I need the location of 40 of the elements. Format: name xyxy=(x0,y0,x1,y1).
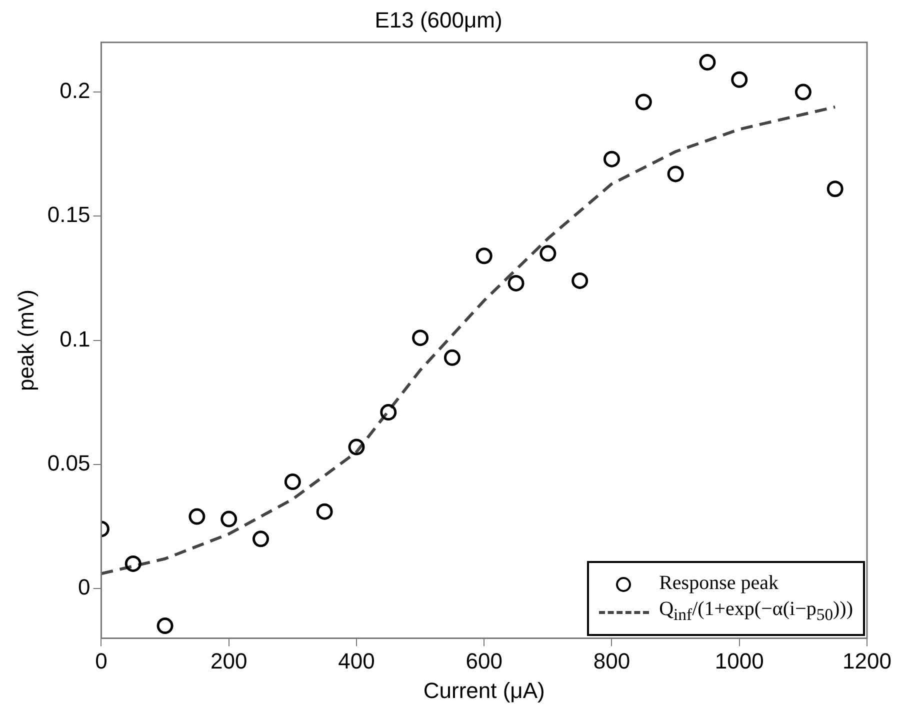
point xyxy=(572,272,588,289)
point xyxy=(667,166,684,182)
point xyxy=(699,54,716,71)
point xyxy=(412,330,429,346)
legend-label: Response peak xyxy=(659,572,779,596)
point xyxy=(540,245,556,262)
point xyxy=(826,180,844,198)
point xyxy=(380,404,397,421)
y-tick-label: 0.2 xyxy=(60,78,90,104)
point xyxy=(794,84,812,100)
x-tick-label: 800 xyxy=(593,648,630,674)
point xyxy=(188,508,206,525)
point xyxy=(508,274,524,292)
y-tick-label: 0 xyxy=(78,574,90,600)
point xyxy=(316,503,333,520)
x-tick-label: 600 xyxy=(466,648,502,674)
point xyxy=(444,349,460,366)
x-tick-label: 200 xyxy=(210,648,248,674)
point xyxy=(476,248,492,264)
point xyxy=(635,94,652,110)
point xyxy=(252,530,270,548)
x-tick-label: 400 xyxy=(338,648,375,674)
chart-title: E13 (600μm) xyxy=(374,7,502,32)
point xyxy=(284,474,301,490)
x-axis-title: Current (μA) xyxy=(423,678,545,703)
y-tick-label: 0.15 xyxy=(47,202,90,228)
point xyxy=(156,618,174,634)
point xyxy=(731,71,748,88)
x-tick-label: 1200 xyxy=(842,648,892,674)
y-tick-label: 0.05 xyxy=(47,450,90,476)
point xyxy=(603,150,620,168)
x-tick-label: 1000 xyxy=(714,648,764,674)
y-tick-label: 0.1 xyxy=(60,326,90,352)
line-series xyxy=(101,105,837,576)
point xyxy=(124,555,142,572)
point xyxy=(220,510,238,528)
y-axis-title: peak (mV) xyxy=(13,290,38,392)
point xyxy=(348,438,365,456)
x-tick-label: 0 xyxy=(95,648,108,674)
legend-label: Q$_{inf}$/(1+exp(−α(i−p$_{50}$))) xyxy=(659,598,853,626)
